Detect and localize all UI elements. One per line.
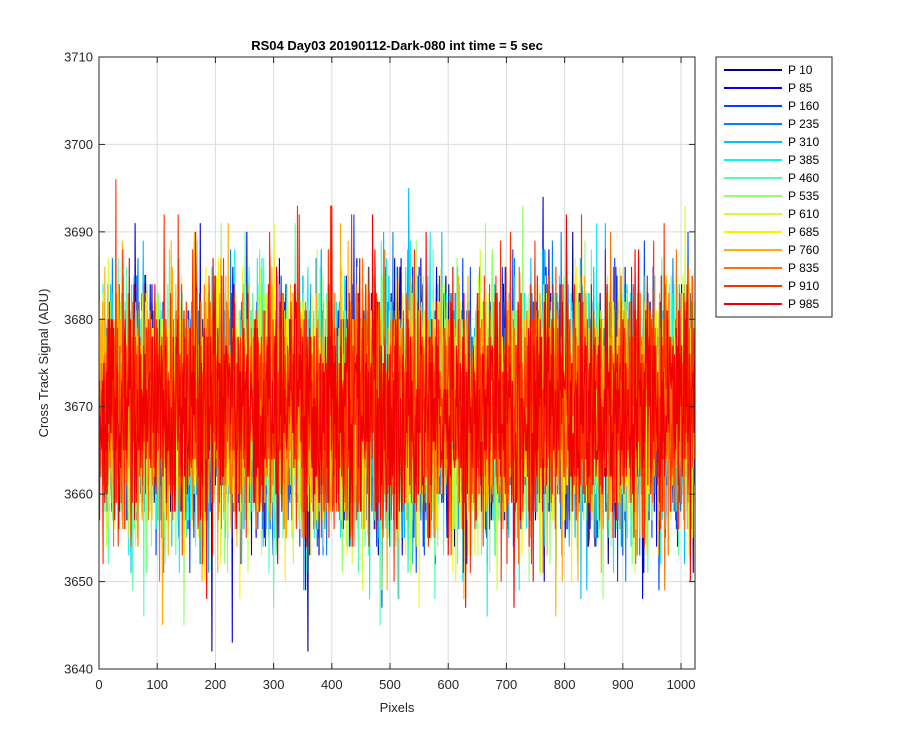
legend-label: P 910 bbox=[788, 279, 819, 293]
legend-label: P 985 bbox=[788, 297, 819, 311]
legend-label: P 235 bbox=[788, 117, 819, 131]
x-tick-label: 200 bbox=[205, 677, 227, 692]
x-tick-label: 300 bbox=[263, 677, 285, 692]
legend-label: P 385 bbox=[788, 153, 819, 167]
x-tick-label: 1000 bbox=[667, 677, 696, 692]
x-tick-label: 700 bbox=[496, 677, 518, 692]
y-tick-label: 3700 bbox=[64, 137, 93, 152]
legend: P 10 P 85 P 160 P 235 P 310 P 385 P 460 P 535 P … bbox=[715, 56, 833, 318]
x-tick-label: 900 bbox=[612, 677, 634, 692]
x-tick-label: 100 bbox=[146, 677, 168, 692]
legend-label: P 460 bbox=[788, 171, 819, 185]
axis-ticks: 0 100 200 300 400 500 600 700 800 900 1000 3640 3650… bbox=[64, 50, 695, 693]
x-tick-label: 500 bbox=[379, 677, 401, 692]
plot-box bbox=[98, 56, 696, 670]
chart-title: RS04 Day03 20190112-Dark-080 int time = … bbox=[251, 38, 543, 53]
y-tick-label: 3680 bbox=[64, 312, 93, 327]
legend-label: P 85 bbox=[788, 81, 813, 95]
legend-label: P 310 bbox=[788, 135, 819, 149]
y-tick-label: 3710 bbox=[64, 50, 93, 65]
y-tick-label: 3660 bbox=[64, 487, 93, 502]
legend-label: P 535 bbox=[788, 189, 819, 203]
plot-area bbox=[99, 179, 695, 652]
x-axis-label: Pixels bbox=[380, 700, 415, 715]
legend-label: P 10 bbox=[788, 63, 813, 77]
x-tick-label: 800 bbox=[554, 677, 576, 692]
legend-label: P 835 bbox=[788, 261, 819, 275]
x-tick-label: 600 bbox=[437, 677, 459, 692]
y-tick-label: 3640 bbox=[64, 662, 93, 677]
x-tick-label: 400 bbox=[321, 677, 343, 692]
legend-box bbox=[715, 56, 833, 318]
legend-label: P 160 bbox=[788, 99, 819, 113]
y-tick-label: 3690 bbox=[64, 224, 93, 239]
legend-label: P 610 bbox=[788, 207, 819, 221]
series-line-p-985 bbox=[99, 205, 695, 608]
y-tick-label: 3670 bbox=[64, 399, 93, 414]
y-tick-label: 3650 bbox=[64, 574, 93, 589]
legend-label: P 760 bbox=[788, 243, 819, 257]
legend-label: P 685 bbox=[788, 225, 819, 239]
x-tick-label: 0 bbox=[95, 677, 102, 692]
y-axis-label: Cross Track Signal (ADU) bbox=[36, 289, 51, 438]
